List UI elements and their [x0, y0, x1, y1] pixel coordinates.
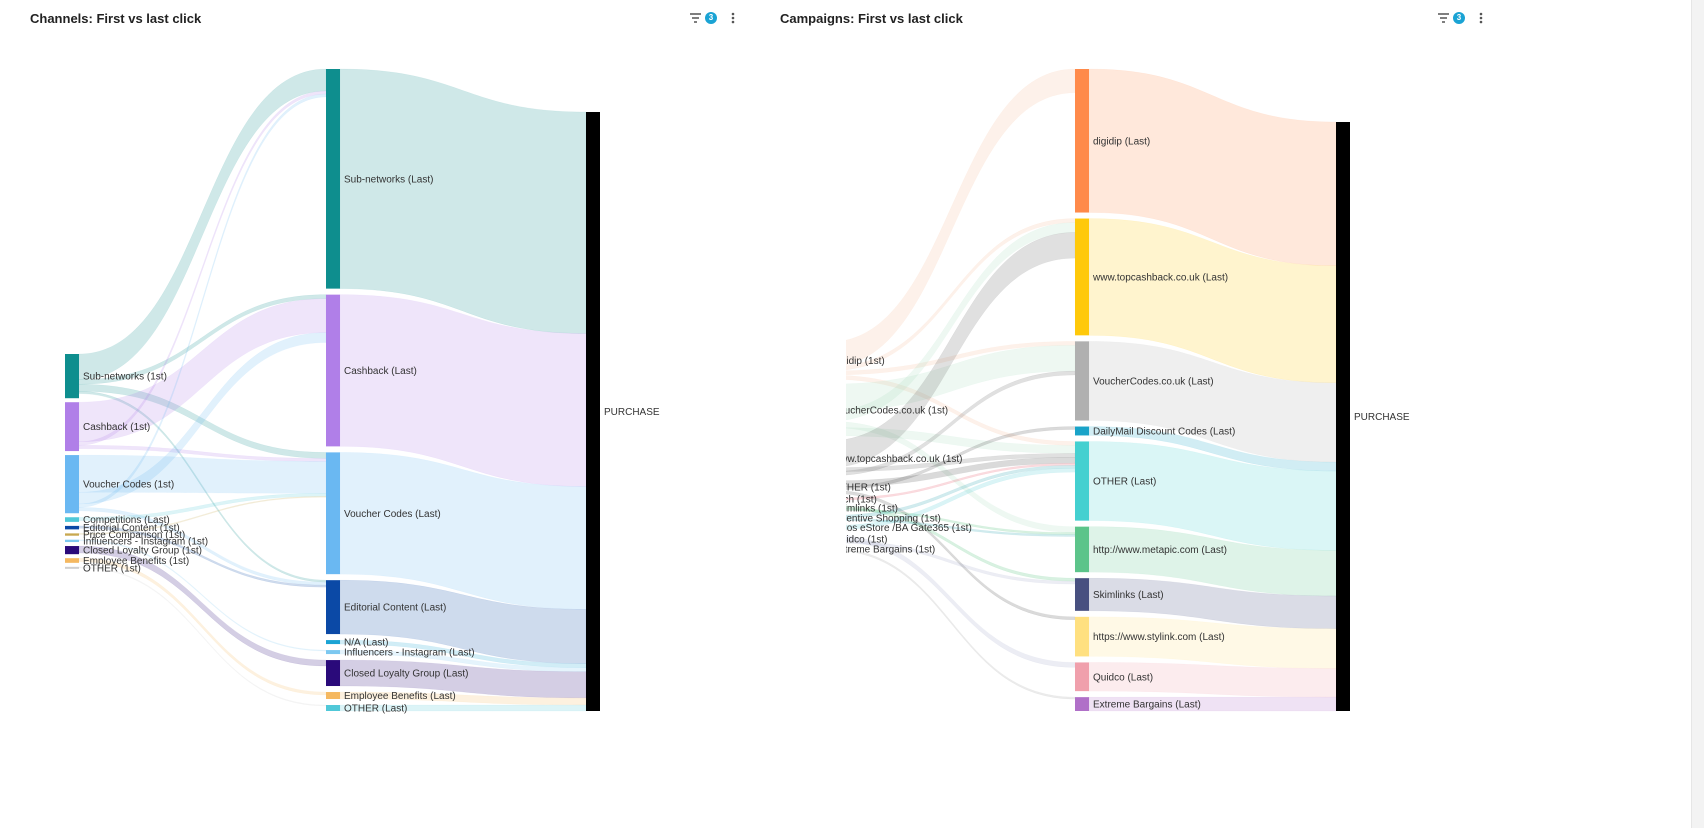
sankey-node[interactable] — [1075, 578, 1089, 611]
panel-title: Channels: First vs last click — [30, 11, 202, 26]
sankey-node[interactable] — [1075, 697, 1089, 711]
sankey-node-label: Price Comparison (1st) — [83, 530, 185, 541]
sankey-node[interactable] — [326, 294, 340, 447]
sankey-node-label: Influencers - Instagram (Last) — [344, 648, 475, 659]
filter-icon — [1438, 13, 1449, 23]
sankey-node[interactable] — [1075, 426, 1089, 436]
sankey-node[interactable] — [1075, 341, 1089, 421]
sankey-node-label: Skimlinks (Last) — [1093, 590, 1164, 601]
campaigns-panel: Campaigns: First vs last click 3 digidip… — [780, 0, 1692, 828]
kebab-menu-icon[interactable] — [1475, 12, 1487, 24]
sankey-node[interactable] — [65, 517, 79, 522]
sankey-node-label: Voucher Codes (Last) — [344, 509, 441, 520]
sankey-node-label: Voucher Codes (1st) — [83, 480, 174, 491]
panel-tools: 3 — [690, 12, 739, 24]
sankey-node[interactable] — [1075, 441, 1089, 521]
sankey-node-label: Cashback (Last) — [344, 366, 417, 377]
panel-title: Campaigns: First vs last click — [780, 11, 963, 26]
sankey-node-label: N/A (Last) — [344, 638, 388, 649]
sankey-node-label: OTHER (1st) — [846, 482, 891, 493]
sankey-node-label: Employee Benefits (Last) — [344, 691, 456, 702]
sankey-node[interactable] — [1075, 526, 1089, 573]
sankey-link[interactable] — [846, 548, 1076, 700]
sankey-node[interactable] — [65, 455, 79, 514]
sankey-node[interactable] — [326, 580, 340, 635]
sankey-node[interactable] — [1336, 122, 1350, 711]
sankey-node-label: PURCHASE — [604, 407, 660, 418]
sankey-node-label: Avios eStore /BA Gate365 (1st) — [846, 523, 972, 534]
sankey-node-label: OTHER (1st) — [83, 563, 141, 574]
sankey-node-label: VoucherCodes.co.uk (Last) — [1093, 376, 1214, 387]
filter-button[interactable]: 3 — [690, 12, 717, 24]
filter-icon — [690, 13, 701, 23]
sankey-node[interactable] — [65, 539, 79, 543]
sankey-node[interactable] — [1075, 69, 1089, 213]
filter-count-badge: 3 — [1453, 12, 1465, 24]
sankey-node[interactable] — [65, 533, 79, 536]
kebab-menu-icon[interactable] — [727, 12, 739, 24]
filter-button[interactable]: 3 — [1438, 12, 1465, 24]
sankey-node-label: Closed Loyalty Group (1st) — [83, 546, 202, 557]
sankey-node-label: Skimlinks (1st) — [846, 503, 898, 514]
sankey-nodes: digidip (1st) VoucherCodes.co.uk (1st) www… — [846, 69, 1410, 711]
sankey-node-label: Extreme Bargains (1st) — [846, 544, 935, 555]
sankey-node-label: Sub-networks (Last) — [344, 174, 433, 185]
sankey-link[interactable] — [339, 68, 587, 334]
campaigns-sankey-chart: digidip (1st) VoucherCodes.co.uk (1st) www… — [846, 68, 1410, 712]
sankey-node-label: Employee Benefits (1st) — [83, 556, 189, 567]
channels-sankey-chart: Sub-networks (1st) Cashback (1st) Voucher … — [65, 68, 660, 715]
sankey-node[interactable] — [65, 558, 79, 563]
sankey-node-label: Editorial Content (1st) — [83, 523, 180, 534]
sankey-node-label: Extreme Bargains (Last) — [1093, 700, 1201, 711]
sankey-node-label: http://www.metapic.com (Last) — [1093, 545, 1227, 556]
sankey-node[interactable] — [65, 566, 79, 569]
sankey-node-label: https://www.stylink.com (Last) — [1093, 632, 1225, 643]
sankey-link[interactable] — [78, 566, 327, 707]
filter-count-badge: 3 — [705, 12, 717, 24]
sankey-node-label: Quidco (1st) — [846, 534, 887, 545]
sankey-node-label: Cashback (1st) — [83, 422, 150, 433]
sankey-node[interactable] — [326, 69, 340, 289]
sankey-node-label: digidip (Last) — [1093, 136, 1150, 147]
sankey-link[interactable] — [78, 557, 327, 696]
sankey-links — [846, 68, 1337, 712]
sankey-links — [78, 68, 587, 712]
sankey-node[interactable] — [1075, 616, 1089, 657]
sankey-node-label: digidip (1st) — [846, 356, 885, 367]
sankey-node[interactable] — [326, 452, 340, 575]
sankey-node-label: OTHER (Last) — [1093, 477, 1156, 488]
sankey-node[interactable] — [586, 112, 600, 711]
sankey-node-label: Editorial Content (Last) — [344, 603, 446, 614]
sankey-node[interactable] — [1075, 218, 1089, 336]
sankey-node-label: www.topcashback.co.uk (1st) — [846, 454, 963, 465]
sankey-node[interactable] — [326, 692, 340, 700]
sankey-node-label: PURCHASE — [1354, 412, 1410, 423]
sankey-node-label: Zilch (1st) — [846, 495, 877, 506]
panel-tools: 3 — [1438, 12, 1487, 24]
sankey-node-label: Competitions (Last) — [83, 515, 170, 526]
sankey-node[interactable] — [65, 402, 79, 452]
sankey-node[interactable] — [1075, 662, 1089, 692]
sankey-node-label: Incentive Shopping (1st) — [846, 513, 941, 524]
sankey-nodes: Sub-networks (1st) Cashback (1st) Voucher … — [65, 69, 660, 715]
sankey-node[interactable] — [326, 650, 340, 655]
sankey-node[interactable] — [326, 705, 340, 711]
sankey-node-label: Influencers - Instagram (1st) — [83, 536, 208, 547]
sankey-node-label: Quidco (Last) — [1093, 672, 1153, 683]
sankey-node-label: DailyMail Discount Codes (Last) — [1093, 426, 1235, 437]
page-scrollbar[interactable] — [1691, 0, 1704, 828]
sankey-node[interactable] — [326, 640, 340, 645]
sankey-node[interactable] — [65, 546, 79, 555]
sankey-node[interactable] — [65, 525, 79, 530]
sankey-node[interactable] — [326, 660, 340, 687]
sankey-node-label: Sub-networks (1st) — [83, 372, 167, 383]
sankey-node[interactable] — [65, 354, 79, 399]
sankey-node-label: OTHER (Last) — [344, 704, 407, 715]
channels-panel: Channels: First vs last click 3 Sub-netw… — [0, 0, 846, 828]
sankey-node-label: www.topcashback.co.uk (Last) — [1092, 272, 1228, 283]
sankey-node-label: Closed Loyalty Group (Last) — [344, 669, 469, 680]
sankey-node-label: VoucherCodes.co.uk (1st) — [846, 405, 948, 416]
